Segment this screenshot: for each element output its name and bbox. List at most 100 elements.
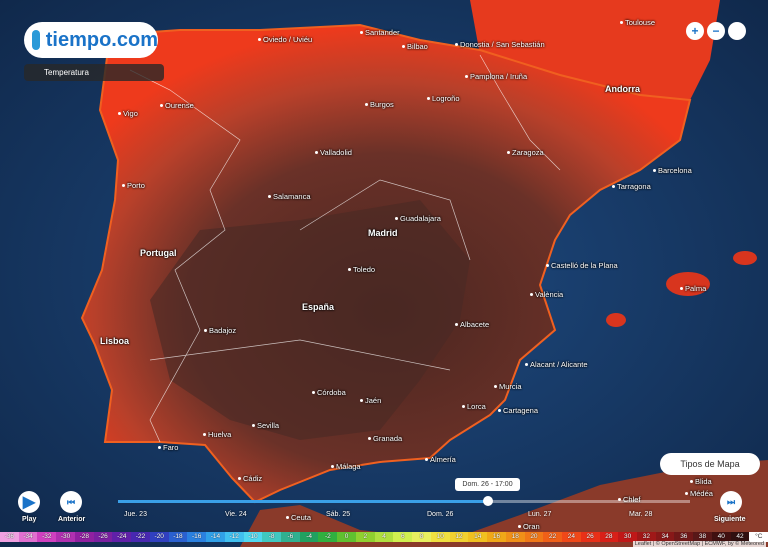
timeline-day: Vie. 24 (225, 511, 247, 518)
place-label: Donostia / San Sebastián (455, 40, 545, 49)
ibiza (606, 313, 626, 327)
scale-cell: 18 (505, 532, 525, 542)
fullscreen[interactable] (728, 22, 746, 40)
scale-cell: 10 (430, 532, 450, 542)
scale-cell: 36 (674, 532, 694, 542)
scale-cell: -12 (224, 532, 244, 542)
place-label: Blida (690, 477, 712, 486)
place-label: Faro (158, 443, 178, 452)
place-label: Guadalajara (395, 214, 441, 223)
scale-cell: 38 (693, 532, 712, 542)
attribution: Leaflet | © OpenStreetMap | ECMWF, by © … (632, 541, 766, 547)
zoom-out[interactable]: − (707, 22, 725, 40)
scale-cell: -36 (0, 532, 19, 542)
scale-cell: 30 (618, 532, 637, 542)
scale-cell: 32 (636, 532, 656, 542)
scale-cell: 42 (730, 532, 750, 542)
place-label: Tarragona (612, 182, 651, 191)
place-label: Badajoz (204, 326, 236, 335)
place-label: Santander (360, 28, 400, 37)
next-button[interactable]: ⏭ (720, 491, 742, 513)
zoom-in[interactable]: + (686, 22, 704, 40)
scale-cell: -20 (149, 532, 169, 542)
place-label: Ceuta (286, 513, 311, 522)
timeline-day: Sáb. 25 (326, 511, 351, 518)
scale-cell: -14 (206, 532, 225, 542)
place-label: Pamplona / Iruña (465, 72, 527, 81)
place-label: València (530, 290, 563, 299)
scale-unit: °C (749, 532, 768, 542)
next-label: Siguiente (714, 516, 746, 523)
color-scale: -36 -34 -32 -30 -28 -26 -24 -22 -20 -18 -16 -14 -12-… (0, 532, 768, 542)
scale-cell: -4 (299, 532, 319, 542)
scale-cell: -18 (168, 532, 188, 542)
place-label: Oran (518, 522, 540, 531)
scale-cell: 0 (337, 532, 356, 542)
borders (129, 54, 561, 443)
scale-cell: 8 (412, 532, 431, 542)
place-label: Andorra (605, 84, 641, 94)
timeline-day: Jue. 23 (124, 511, 147, 518)
place-label: Almería (425, 455, 456, 464)
place-label: Córdoba (312, 388, 346, 397)
scale-cell: 40 (711, 532, 731, 542)
play-label: Play (22, 516, 37, 523)
scale-cell: 6 (393, 532, 413, 542)
scale-cell: -28 (74, 532, 94, 542)
scale-cell: 12 (449, 532, 469, 542)
africa (240, 460, 768, 547)
place-label: Huelva (203, 430, 231, 439)
place-label: Murcia (494, 382, 522, 391)
previous-button[interactable]: ⏮ (60, 491, 82, 513)
place-label: Valladolid (315, 148, 352, 157)
place-label: Médéa (685, 489, 713, 498)
mallorca (666, 272, 710, 296)
scale-cell: -8 (262, 532, 282, 542)
place-label: Castelló de la Plana (546, 261, 618, 270)
france (470, 0, 720, 100)
previous-label: Anterior (58, 516, 86, 523)
place-label: Cádiz (238, 474, 262, 483)
menorca (733, 251, 757, 265)
place-label: Vigo (118, 109, 138, 118)
scale-cell: -2 (318, 532, 338, 542)
scale-cell: -24 (112, 532, 132, 542)
place-label: Toledo (348, 265, 375, 274)
place-label: Portugal (140, 248, 177, 258)
scale-cell: -30 (56, 532, 75, 542)
timeline-tooltip: Dom. 26 - 17:00 (455, 478, 520, 491)
place-label: España (302, 302, 335, 312)
place-label: Lisboa (100, 336, 130, 346)
place-label: Sevilla (252, 421, 279, 430)
place-label: Zaragoza (507, 148, 544, 157)
scale-cell: -10 (243, 532, 263, 542)
timeline-handle[interactable] (483, 496, 493, 506)
scale-cell: 24 (562, 532, 581, 542)
scale-cell: -32 (37, 532, 57, 542)
scale-cell: -6 (281, 532, 300, 542)
place-label: Ourense (160, 101, 194, 110)
place-label: Toulouse (620, 18, 655, 27)
place-label: Logroño (427, 94, 460, 103)
play-button[interactable]: ▶ (18, 491, 40, 513)
map-types[interactable]: Tipos de Mapa (660, 453, 760, 475)
scale-cell: 26 (580, 532, 600, 542)
place-label: Málaga (331, 462, 361, 471)
layer-label[interactable]: Temperatura (24, 64, 164, 81)
logo[interactable]: tiempo.com (24, 22, 158, 58)
place-label: Palma (680, 284, 706, 293)
scale-cell: 34 (655, 532, 675, 542)
place-label: Oviedo / Uviéu (258, 35, 312, 44)
scale-cell: 28 (599, 532, 619, 542)
place-label: Granada (368, 434, 402, 443)
scale-cell: 14 (468, 532, 488, 542)
place-label: Salamanca (268, 192, 311, 201)
timeline-day: Dom. 26 (427, 511, 454, 518)
place-label: Porto (122, 181, 145, 190)
logo-text: tiempo.com (45, 28, 158, 51)
timeline-day: Lun. 27 (528, 511, 552, 518)
logo-icon (32, 30, 40, 50)
scale-cell: 22 (543, 532, 563, 542)
